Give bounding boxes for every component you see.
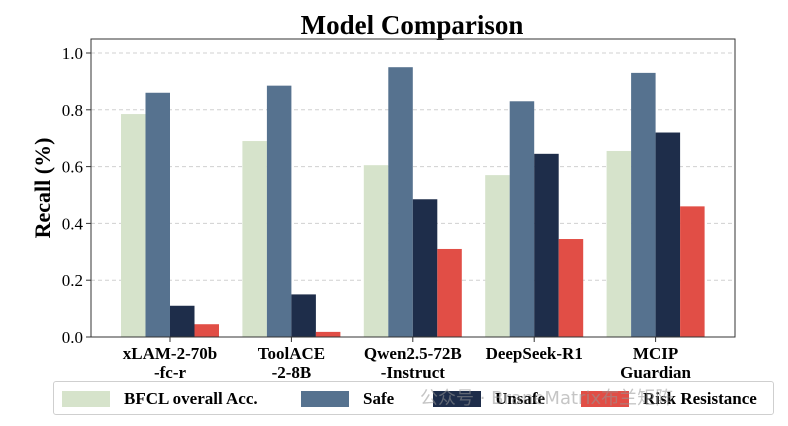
- bar: [680, 206, 705, 337]
- legend-label-safe: Safe: [363, 389, 395, 408]
- bar: [631, 72, 656, 337]
- bar: [655, 132, 681, 337]
- bars: [121, 67, 705, 337]
- legend-swatch-unsafe: [433, 391, 481, 407]
- bar: [437, 248, 462, 337]
- y-axis-label: Recall (%): [30, 138, 55, 239]
- bar: [121, 114, 146, 337]
- x-tick-label: ToolACE -2-8B: [258, 344, 325, 382]
- x-tick-label-line: -fc-r: [154, 363, 187, 382]
- y-tick-label: 0.4: [62, 214, 84, 233]
- bar: [388, 67, 413, 337]
- legend-label-unsafe: Unsafe: [495, 389, 546, 408]
- x-tick-label-line: -Instruct: [381, 363, 446, 382]
- x-tick-label: MCIP Guardian: [620, 344, 691, 382]
- x-tick-label-line: -2-8B: [272, 363, 312, 382]
- x-tick-label-line: Guardian: [620, 363, 691, 382]
- x-tick-label-line: ToolACE: [258, 344, 325, 363]
- y-tick-label: 0.2: [62, 271, 83, 290]
- x-tick-label: Qwen2.5-72B -Instruct: [364, 344, 462, 382]
- y-tick-label: 0.6: [62, 158, 83, 177]
- bar: [363, 165, 389, 337]
- legend: BFCL overall Acc. Safe Unsafe Risk Resis…: [53, 381, 774, 415]
- y-axis-ticks: 0.0 0.2 0.4 0.6 0.8 1.0: [62, 44, 91, 347]
- bar: [315, 331, 341, 337]
- bar: [145, 92, 170, 337]
- legend-swatch-safe: [301, 391, 349, 407]
- x-tick-label-line: Qwen2.5-72B: [364, 344, 462, 363]
- bar: [485, 175, 510, 337]
- bar: [558, 239, 584, 337]
- legend-item-unsafe: Unsafe: [433, 389, 545, 409]
- legend-swatch-risk: [581, 391, 629, 407]
- x-tick-label: xLAM-2-70b -fc-r: [123, 344, 217, 382]
- x-axis-ticks: xLAM-2-70b -fc-r ToolACE -2-8B Qwen2.5-72B -I…: [123, 337, 692, 382]
- legend-item-risk: Risk Resistance: [581, 389, 757, 409]
- bar: [194, 324, 219, 337]
- y-tick-label: 0.8: [62, 101, 83, 120]
- bar: [534, 153, 559, 337]
- x-tick-label-line: DeepSeek-R1: [486, 344, 583, 363]
- legend-item-safe: Safe: [301, 389, 394, 409]
- bar: [509, 101, 535, 337]
- legend-swatch-bfcl: [62, 391, 110, 407]
- x-tick-label: DeepSeek-R1: [486, 344, 583, 363]
- legend-item-bfcl: BFCL overall Acc.: [62, 389, 258, 409]
- bar: [412, 199, 438, 337]
- chart-title: Model Comparison: [301, 10, 524, 40]
- bar: [606, 150, 632, 337]
- x-tick-label-line: MCIP: [633, 344, 678, 363]
- legend-label-risk: Risk Resistance: [643, 389, 757, 408]
- y-tick-label: 0.0: [62, 328, 83, 347]
- bar: [242, 141, 267, 337]
- bar: [291, 294, 316, 337]
- bar: [266, 85, 292, 337]
- bar: [170, 305, 195, 337]
- legend-label-bfcl: BFCL overall Acc.: [124, 389, 258, 408]
- x-tick-label-line: xLAM-2-70b: [123, 344, 217, 363]
- y-tick-label: 1.0: [62, 44, 83, 63]
